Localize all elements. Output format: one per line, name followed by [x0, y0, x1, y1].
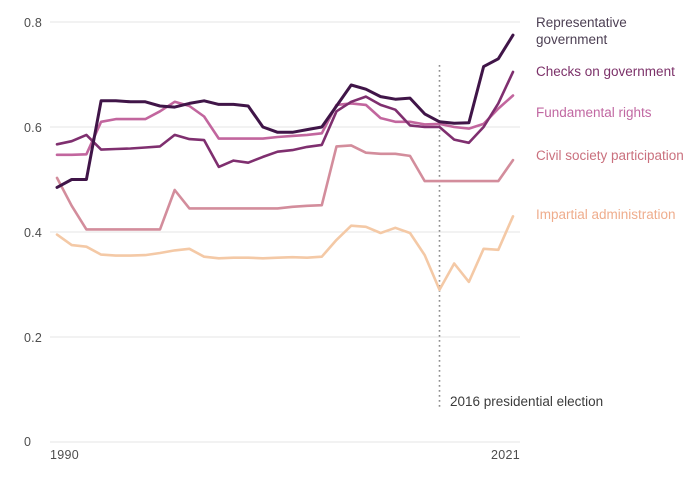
y-tick-label-0.6: 0.6	[24, 121, 42, 135]
series-line-civil-society-participation	[55, 144, 515, 231]
y-tick-label-0.4: 0.4	[24, 226, 42, 240]
series-line-checks-on-government	[55, 70, 515, 169]
y-tick-label-0.8: 0.8	[24, 16, 42, 30]
legend-label-checks-on-government: Checks on government	[536, 64, 675, 79]
legend-label-fundamental-rights: Fundamental rights	[536, 105, 652, 120]
y-tick-label-0: 0	[24, 435, 32, 449]
series-line-representative-government	[55, 33, 515, 189]
legend-label-civil-society-participation: Civil society participation	[536, 148, 684, 163]
series-line-fundamental-rights	[55, 94, 515, 157]
x-tick-label-1990: 1990	[50, 448, 80, 462]
legend-label-impartial-administration: Impartial administration	[536, 207, 676, 222]
series-line-impartial-administration	[55, 215, 515, 292]
legend-label-representative-government: Representative government	[536, 15, 627, 47]
election-annotation-label: 2016 presidential election	[450, 394, 604, 409]
x-tick-label-2021: 2021	[491, 448, 521, 462]
y-tick-label-0.2: 0.2	[24, 331, 42, 345]
